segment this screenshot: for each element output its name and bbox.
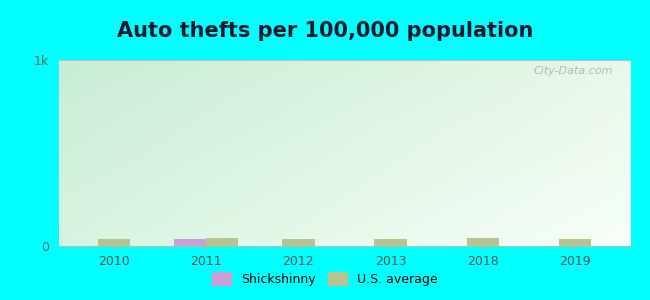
Bar <box>174 238 206 246</box>
Bar <box>559 238 592 246</box>
Bar <box>98 238 130 246</box>
Bar <box>282 239 315 246</box>
Text: Auto thefts per 100,000 population: Auto thefts per 100,000 population <box>117 21 533 41</box>
Bar <box>467 238 499 246</box>
Text: City-Data.com: City-Data.com <box>534 66 614 76</box>
Bar <box>206 238 239 246</box>
Bar <box>374 239 407 246</box>
Legend: Shickshinny, U.S. average: Shickshinny, U.S. average <box>207 267 443 291</box>
